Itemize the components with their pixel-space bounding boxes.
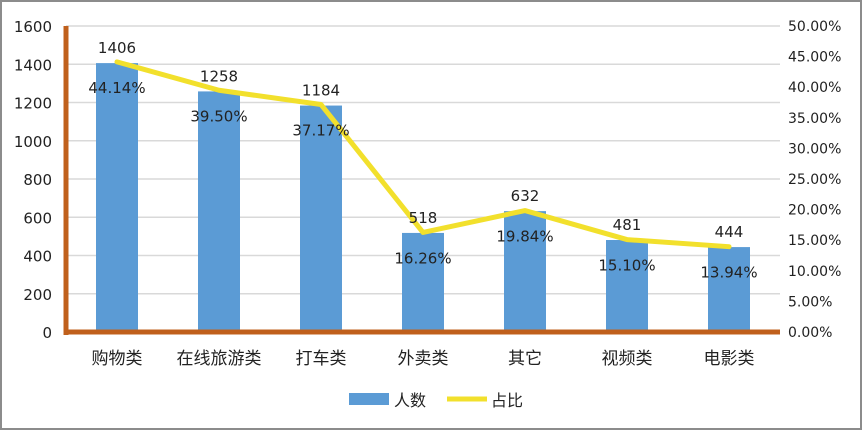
- bar: [96, 63, 138, 332]
- right-tick-label: 0.00%: [788, 325, 832, 341]
- left-tick-label: 1600: [14, 18, 52, 36]
- legend-bar-swatch: [349, 393, 389, 405]
- bar-data-label: 518: [409, 209, 438, 227]
- legend-line-label: 占比: [491, 391, 523, 410]
- bar-data-label: 1258: [200, 67, 238, 85]
- bar: [402, 232, 444, 332]
- right-tick-label: 10.00%: [788, 264, 841, 280]
- right-tick-label: 35.00%: [788, 111, 841, 127]
- right-tick-label: 40.00%: [788, 80, 841, 96]
- bar: [606, 240, 648, 332]
- line-data-label: 44.14%: [88, 79, 145, 97]
- bar-data-label: 444: [715, 223, 744, 241]
- bar: [504, 211, 546, 332]
- right-tick-label: 50.00%: [788, 19, 841, 35]
- left-tick-label: 1400: [14, 56, 52, 74]
- left-tick-label: 600: [23, 209, 52, 227]
- right-tick-label: 15.00%: [788, 233, 841, 249]
- right-tick-label: 45.00%: [788, 50, 841, 66]
- left-tick-label: 200: [23, 286, 52, 304]
- category-label: 在线旅游类: [177, 349, 262, 369]
- line-data-label: 39.50%: [190, 107, 247, 125]
- left-tick-label: 1200: [14, 95, 52, 113]
- bar-data-label: 1406: [98, 39, 136, 57]
- bar: [300, 105, 342, 332]
- category-label: 打车类: [296, 349, 347, 369]
- bar: [198, 91, 240, 332]
- right-tick-label: 25.00%: [788, 172, 841, 188]
- left-tick-label: 1000: [14, 133, 52, 151]
- category-label: 购物类: [92, 349, 143, 369]
- right-tick-label: 20.00%: [788, 203, 841, 219]
- line-data-label: 16.26%: [394, 249, 451, 267]
- bar-data-label: 481: [613, 216, 642, 234]
- left-tick-label: 0: [42, 324, 52, 342]
- line-data-label: 37.17%: [292, 122, 349, 140]
- category-label: 其它: [508, 349, 542, 369]
- left-tick-label: 400: [23, 248, 52, 266]
- bar-data-label: 632: [511, 187, 540, 205]
- category-label: 电影类: [704, 349, 755, 369]
- line-series: [114, 59, 732, 250]
- line-data-label: 19.84%: [496, 228, 553, 246]
- left-tick-label: 800: [23, 171, 52, 189]
- right-tick-label: 30.00%: [788, 141, 841, 157]
- line-data-label: 13.94%: [700, 264, 757, 282]
- bar: [708, 247, 750, 332]
- legend-bar-label: 人数: [394, 391, 426, 410]
- line-data-label: 15.10%: [598, 257, 655, 275]
- bar-data-label: 1184: [302, 82, 340, 100]
- category-label: 视频类: [602, 349, 653, 369]
- category-label: 外卖类: [398, 349, 449, 369]
- right-tick-label: 5.00%: [788, 294, 832, 310]
